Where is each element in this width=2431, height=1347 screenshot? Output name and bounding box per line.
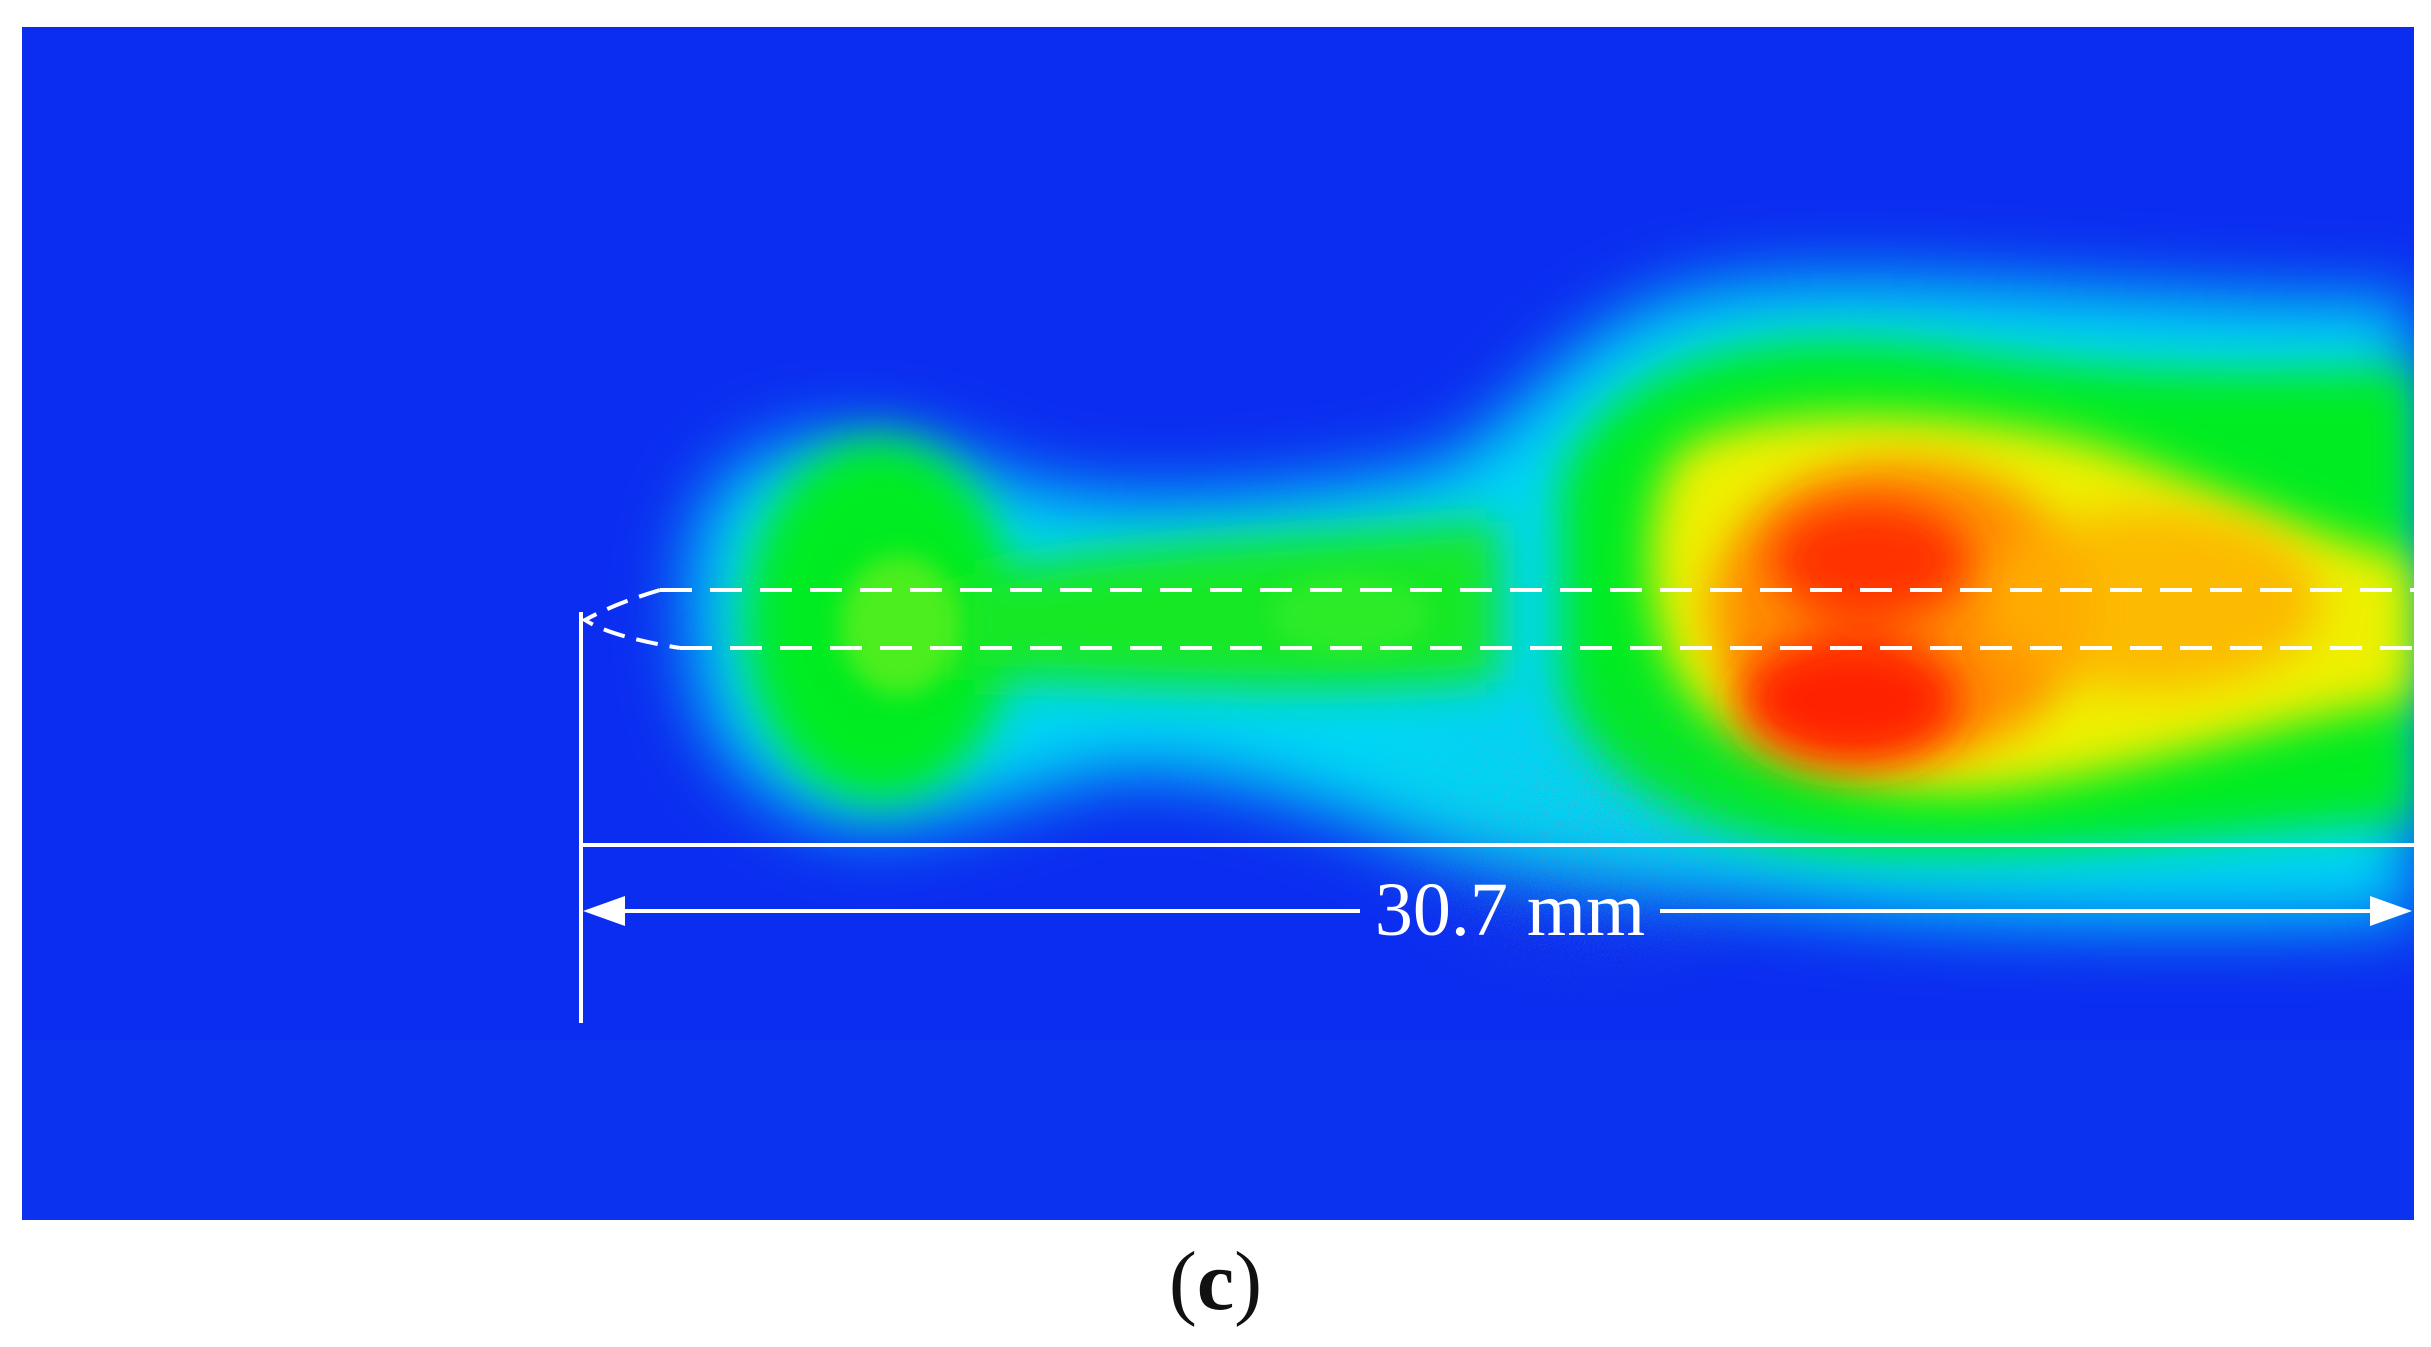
measurement-label: 30.7 mm (1375, 868, 1645, 952)
panel-label-letter: c (1196, 1235, 1235, 1328)
nozzle-outline-icon (581, 588, 2414, 650)
panel-label-close: ) (1234, 1235, 1263, 1328)
panel-label-open: ( (1168, 1235, 1197, 1328)
left-arrowhead-icon (583, 896, 625, 926)
dimension-marker (579, 612, 2414, 1023)
particle-speckle-region (1320, 640, 1860, 1020)
panel-label: (c) (0, 1240, 2431, 1324)
right-arrowhead-icon (2370, 896, 2412, 926)
